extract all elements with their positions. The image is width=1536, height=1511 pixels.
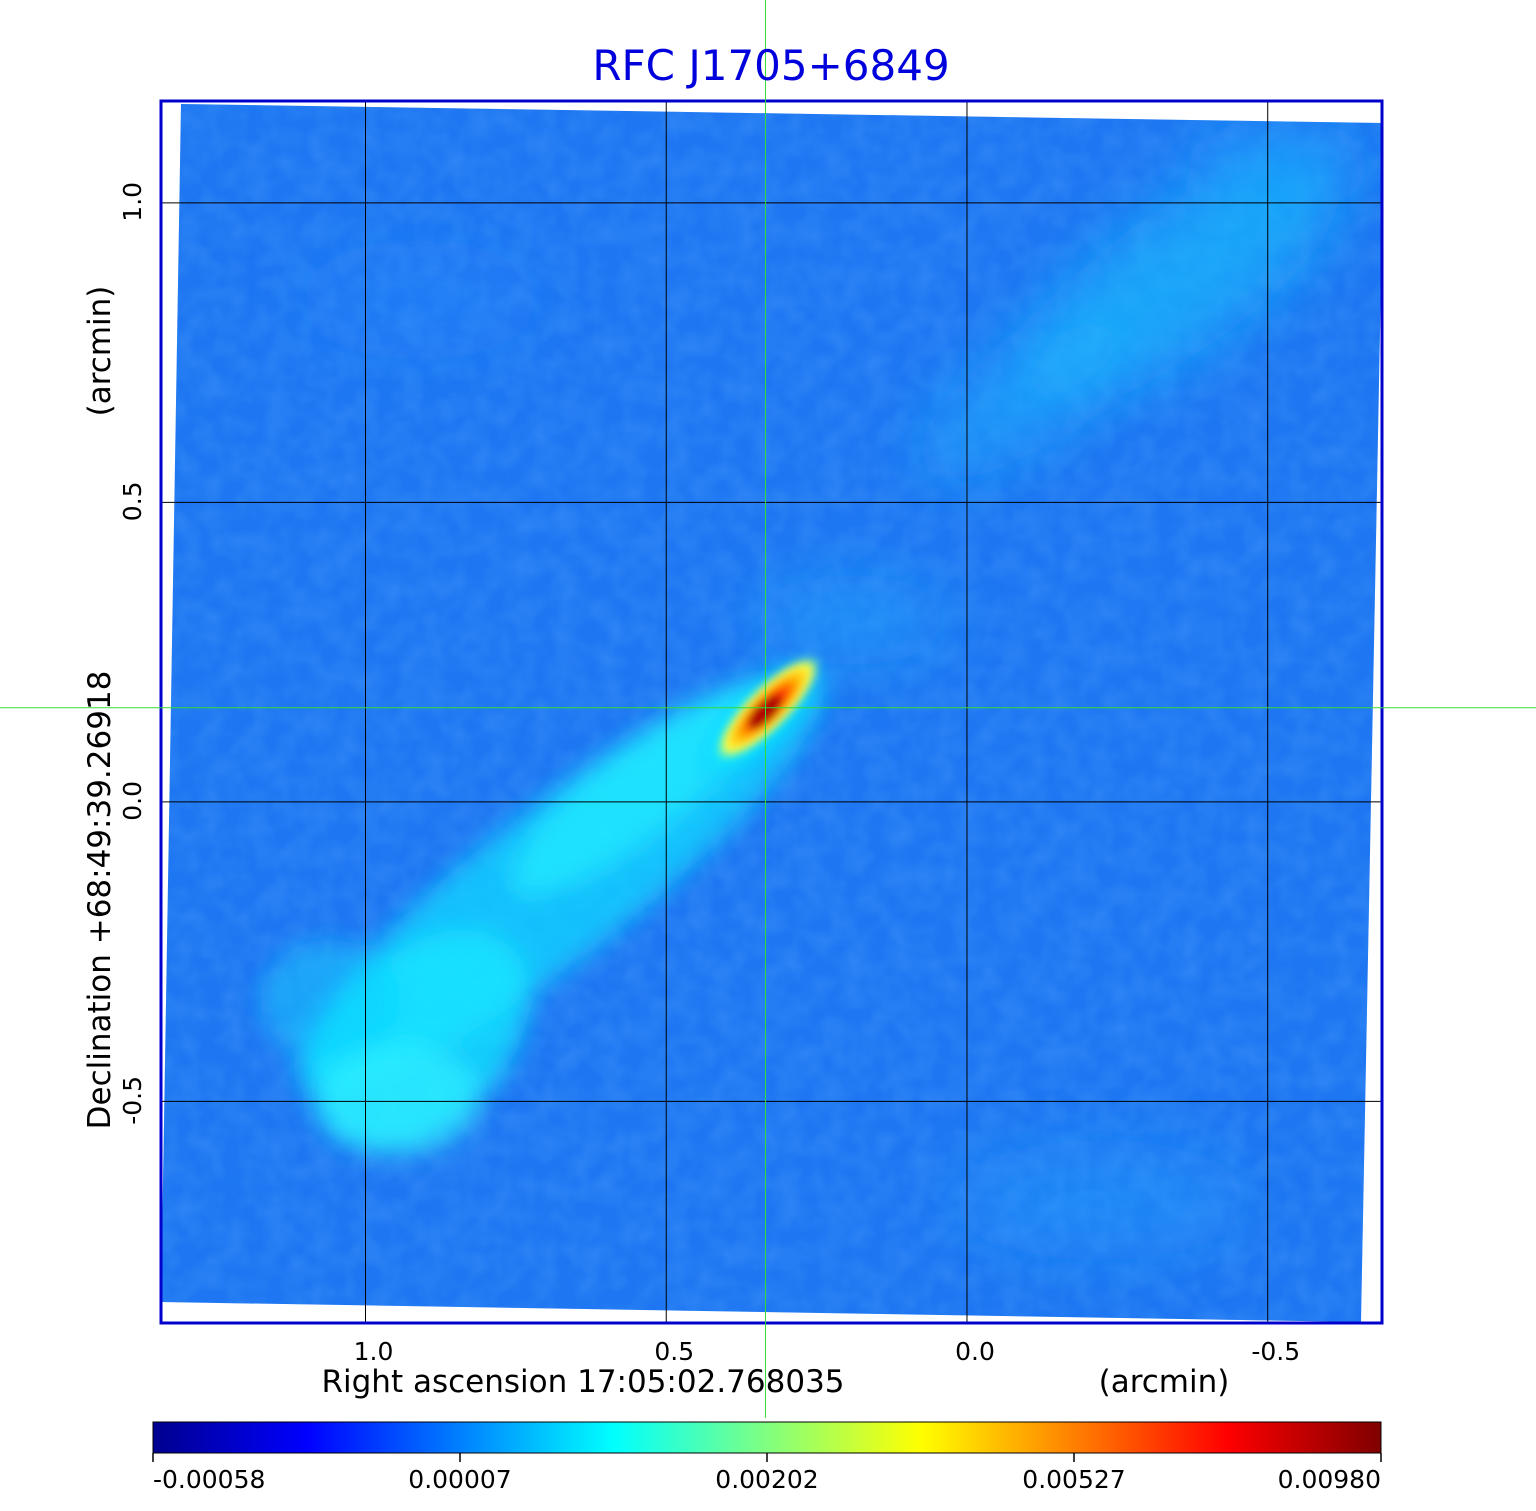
chart-title: RFC J1705+6849 [592, 41, 949, 90]
x-tick-label: -0.5 [1251, 1337, 1300, 1366]
colorbar-ticks [152, 1453, 1382, 1462]
y-tick-labels: 1.0 0.5 0.0 -0.5 [118, 182, 147, 1125]
diffuse-emission [300, 120, 1370, 1260]
x-tick-label: 0.0 [955, 1337, 995, 1366]
colorbar-tick-label: 0.00202 [715, 1465, 818, 1494]
plot-frame [159, 99, 1384, 1325]
y-tick-label: 0.5 [118, 481, 147, 521]
y-axis-unit: (arcmin) [82, 286, 118, 417]
colorbar-tick-label: 0.00527 [1022, 1465, 1125, 1494]
x-tick-label: 1.0 [354, 1337, 394, 1366]
x-tick-label: 0.5 [654, 1337, 694, 1366]
y-tick-label: -0.5 [118, 1076, 147, 1125]
y-tick-label: 0.0 [118, 781, 147, 821]
x-tick-labels: 1.0 0.5 0.0 -0.5 [354, 1337, 1300, 1366]
y-axis-label: Declination +68:49:39.26918 [82, 671, 118, 1130]
sky-image [161, 104, 1382, 1322]
colorbar-tick-label: 0.00007 [408, 1465, 511, 1494]
colorbar-tick-labels: -0.00058 0.00007 0.00202 0.00527 0.00980 [153, 1465, 1381, 1494]
colorbar [152, 1421, 1382, 1454]
coordinate-grid [161, 101, 1382, 1323]
x-axis-label: Right ascension 17:05:02.768035 [321, 1364, 844, 1400]
x-axis-unit: (arcmin) [1099, 1364, 1230, 1400]
colorbar-tick-label: 0.00980 [1278, 1465, 1381, 1494]
y-tick-label: 1.0 [118, 182, 147, 222]
colorbar-tick-label: -0.00058 [153, 1465, 265, 1494]
